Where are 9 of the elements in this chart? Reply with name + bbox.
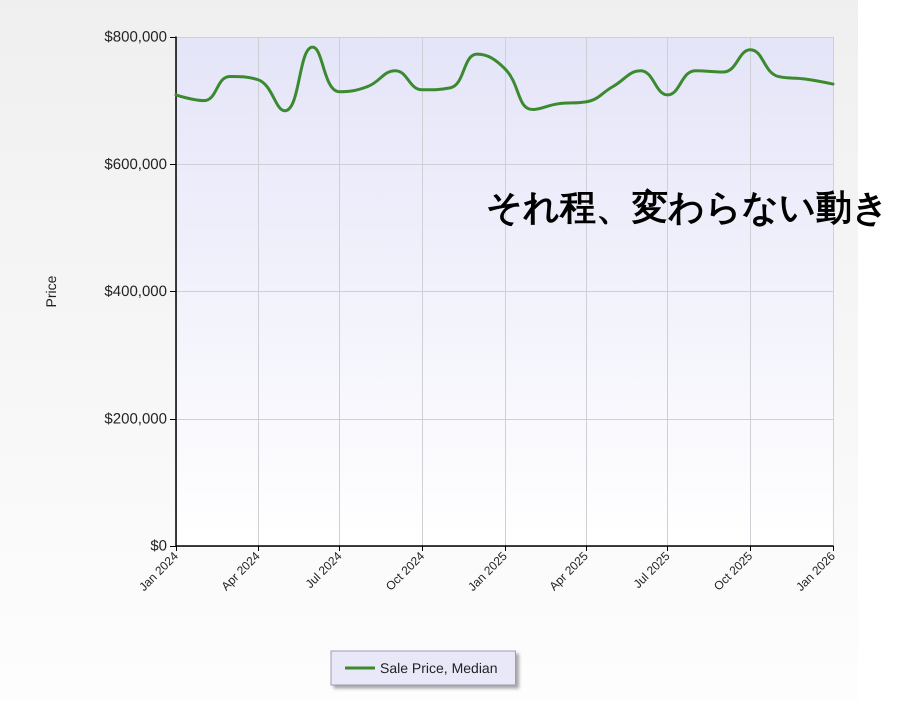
y-tick-label: $800,000 [104, 28, 167, 46]
legend-label: Sale Price, Median [380, 660, 498, 676]
line-series [174, 46, 834, 112]
y-tick-label: $400,000 [104, 283, 167, 300]
y-axis-title: Price [43, 275, 59, 308]
y-tick-label: $200,000 [104, 410, 167, 428]
y-tick-label: $0 [150, 538, 167, 554]
annotation: それ程、変わらない動き [486, 188, 889, 228]
y-tick-label: $600,000 [104, 156, 167, 173]
